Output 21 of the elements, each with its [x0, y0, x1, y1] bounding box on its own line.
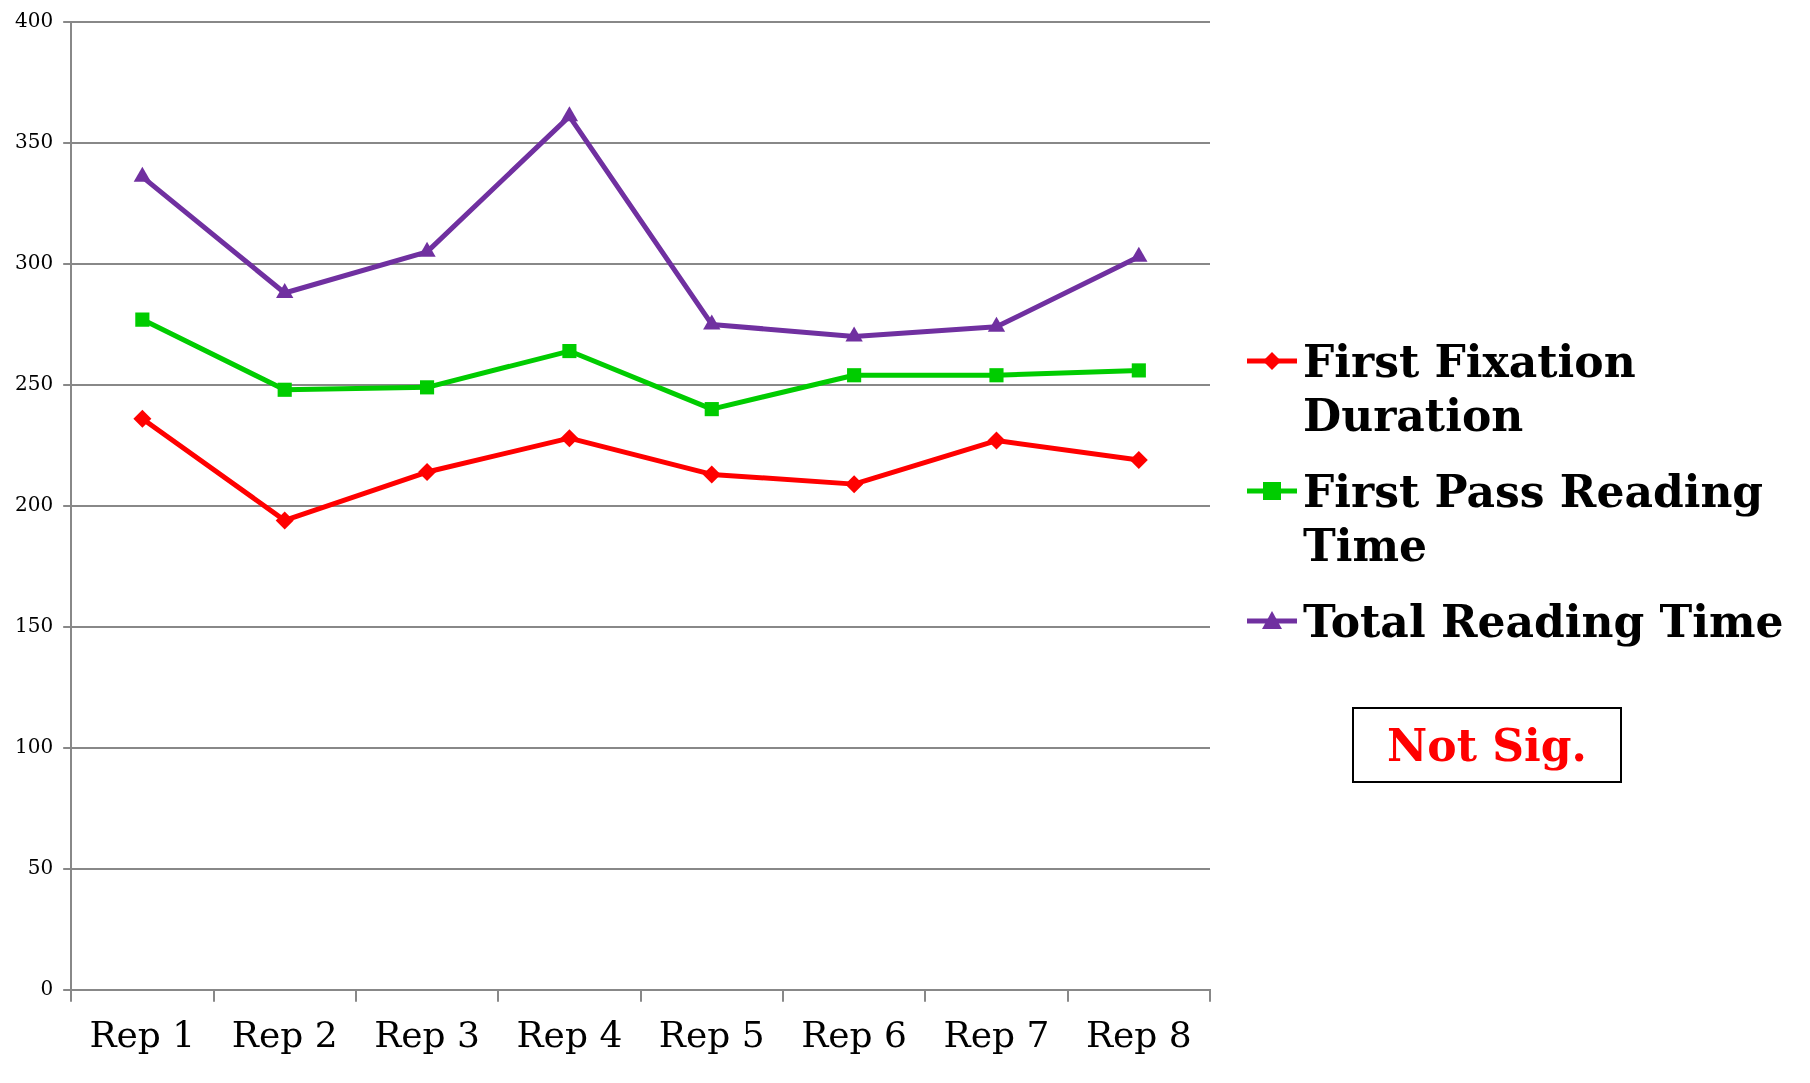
legend-label: Total Reading Time — [1303, 595, 1784, 649]
y-tick-label: 250 — [14, 371, 54, 396]
y-tick-label: 200 — [14, 492, 54, 517]
y-tick-label: 0 — [40, 976, 54, 1000]
legend-label: First Fixation Duration — [1303, 335, 1637, 443]
x-tick-label: Rep 7 — [943, 1013, 1050, 1055]
x-tick-label: Rep 4 — [516, 1013, 623, 1055]
legend-label: First Pass Reading Time — [1303, 465, 1765, 573]
x-tick-label: Rep 3 — [374, 1013, 480, 1055]
y-tick-label: 50 — [27, 855, 54, 880]
y-tick-label: 400 — [14, 8, 54, 33]
x-tick-label: Rep 6 — [801, 1013, 908, 1055]
x-tick-label: Rep 5 — [658, 1013, 765, 1055]
y-tick-label: 150 — [14, 613, 54, 638]
x-tick-label: Rep 1 — [89, 1013, 196, 1055]
x-tick-label: Rep 8 — [1085, 1013, 1192, 1055]
text: Not Sig. — [1352, 707, 1622, 783]
y-tick-label: 300 — [14, 250, 54, 275]
y-tick-label: 100 — [14, 734, 54, 759]
y-tick-label: 350 — [14, 129, 54, 154]
x-tick-label: Rep 2 — [231, 1013, 338, 1055]
